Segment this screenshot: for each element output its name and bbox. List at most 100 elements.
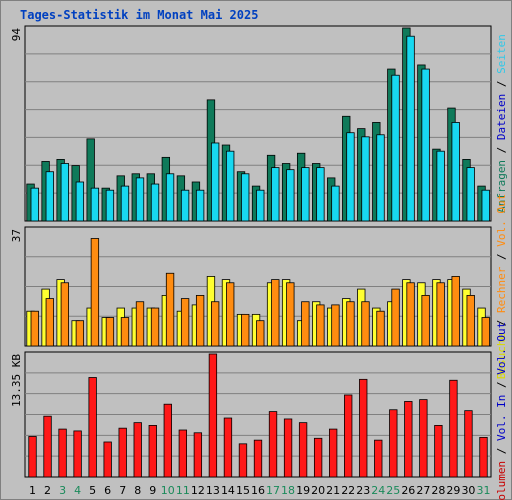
panel-bottom: 13.35 KB Volumen / Vol. In / Vol. Out [10, 322, 508, 500]
bar-rechner-day-25 [391, 288, 400, 347]
legend-entry: Volumen [495, 461, 508, 500]
day-label: 19 [296, 484, 310, 497]
bar-rechner-day-11 [180, 298, 190, 347]
bar-volumen-day-18 [283, 418, 293, 478]
bar-dateien-day-21 [331, 185, 340, 222]
bar-rechner-day-30 [466, 295, 475, 347]
day-label: 26 [401, 484, 415, 497]
day-label: 22 [341, 484, 355, 497]
legend-entry: Vol. Out [495, 322, 508, 375]
bar-anfragen-day-5 [86, 138, 95, 222]
bar-dateien-day-1 [30, 187, 39, 222]
bar-dateien-day-11 [180, 189, 190, 222]
bar-dateien-day-17 [271, 167, 280, 222]
day-label: 2 [44, 484, 51, 497]
bar-volumen-day-2 [43, 415, 52, 478]
day-label: 1 [29, 484, 36, 497]
bar-dateien-day-12 [195, 189, 205, 222]
bar-volumen-day-4 [73, 430, 82, 478]
bar-dateien-day-4 [75, 181, 85, 222]
legend-entry: Vol. Out [495, 194, 508, 247]
legend-entry: / [495, 74, 508, 94]
day-label: 13 [206, 484, 220, 497]
bar-dateien-day-2 [45, 171, 54, 222]
side-legend: Besuche / Rechner / Vol. Out [495, 194, 508, 379]
day-label: 20 [311, 484, 325, 497]
bar-dateien-day-23 [361, 136, 370, 222]
bar-rechner-day-15 [241, 313, 250, 347]
day-label: 3 [59, 484, 66, 497]
bar-rechner-day-29 [451, 276, 460, 347]
bar-dateien-day-3 [60, 163, 70, 222]
bar-dateien-day-13 [210, 142, 220, 222]
bar-volumen-day-26 [404, 401, 413, 478]
bar-dateien-day-28 [436, 150, 445, 222]
y-max-label: 94 [10, 28, 23, 42]
bar-dateien-day-24 [376, 134, 385, 222]
bar-volumen-day-7 [118, 427, 127, 478]
panel-middle: 37 Besuche / Rechner / Vol. Out [10, 194, 508, 379]
bar-dateien-day-30 [466, 167, 475, 222]
bar-dateien-day-7 [120, 185, 130, 222]
bar-volumen-day-23 [359, 378, 368, 478]
bar-rechner-day-17 [271, 279, 280, 347]
day-label: 23 [356, 484, 370, 497]
chart-title: Tages-Statistik im Monat Mai 2025 [20, 8, 258, 22]
day-label: 10 [161, 484, 175, 497]
bar-volumen-day-11 [178, 429, 188, 478]
legend-entry: / [495, 313, 508, 333]
bar-rechner-day-27 [421, 295, 430, 347]
bar-volumen-day-30 [464, 410, 473, 478]
legend-entry: / [495, 441, 508, 461]
day-label: 11 [176, 484, 190, 497]
day-label: 30 [461, 484, 475, 497]
bar-dateien-day-10 [165, 173, 175, 222]
day-label: 7 [119, 484, 126, 497]
bar-dateien-day-8 [135, 177, 145, 222]
day-label: 14 [221, 484, 235, 497]
bar-rechner-day-7 [120, 317, 130, 347]
bar-rechner-day-18 [286, 282, 295, 347]
legend-entry: Vol. In [495, 395, 508, 441]
bar-volumen-day-31 [479, 436, 488, 478]
bar-dateien-day-20 [316, 167, 325, 222]
bar-dateien-day-5 [90, 187, 100, 222]
bar-volumen-day-14 [223, 417, 233, 478]
bar-rechner-day-16 [256, 320, 265, 347]
bar-volumen-day-27 [419, 399, 428, 478]
bar-volumen-day-17 [268, 411, 278, 478]
legend-entry: Dateien [495, 94, 508, 140]
bar-volumen-day-3 [58, 428, 67, 478]
day-label: 15 [236, 484, 250, 497]
bar-volumen-day-12 [193, 432, 203, 478]
legend-entry: / [495, 247, 508, 267]
day-label: 21 [326, 484, 340, 497]
bar-volumen-day-21 [328, 428, 338, 478]
bar-rechner-day-4 [75, 320, 85, 347]
bar-dateien-day-6 [105, 189, 115, 222]
bar-rechner-day-6 [105, 317, 115, 347]
bar-rechner-day-26 [406, 282, 415, 347]
bar-volumen-day-15 [238, 443, 248, 478]
bar-volumen-day-25 [389, 409, 398, 478]
bar-rechner-day-13 [210, 301, 220, 347]
bar-rechner-day-21 [331, 304, 340, 347]
bar-dateien-day-27 [421, 68, 430, 222]
day-label: 27 [416, 484, 430, 497]
bar-volumen-day-16 [253, 439, 263, 478]
bar-volumen-day-13 [208, 353, 218, 478]
bar-volumen-day-19 [298, 422, 308, 478]
day-label: 25 [386, 484, 400, 497]
bar-volumen-day-5 [88, 377, 97, 478]
day-label: 4 [74, 484, 81, 497]
bar-dateien-day-26 [406, 35, 415, 222]
day-label: 12 [191, 484, 205, 497]
bar-dateien-day-16 [256, 189, 265, 222]
bar-dateien-day-14 [226, 150, 235, 222]
day-label: 29 [446, 484, 460, 497]
bar-dateien-day-15 [241, 173, 250, 222]
day-label: 16 [251, 484, 265, 497]
bar-volumen-day-24 [374, 439, 383, 478]
